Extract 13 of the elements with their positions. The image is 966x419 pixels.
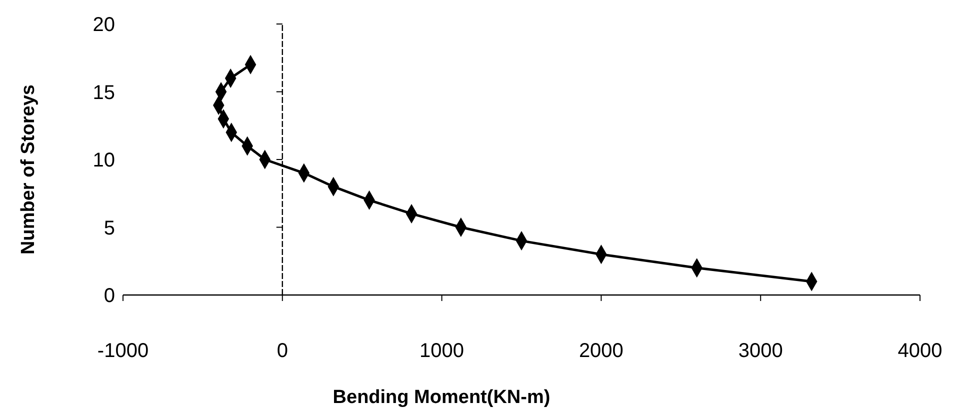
x-tick-label: 0 — [276, 340, 288, 362]
x-tick-label: 4000 — [898, 340, 942, 362]
y-tick-label: 20 — [92, 14, 115, 36]
x-axis-title: Bending Moment(KN-m) — [332, 387, 550, 408]
y-axis-title: Number of Storeys — [18, 84, 39, 254]
x-tick-label: 1000 — [420, 340, 464, 362]
x-tick-label: -1000 — [97, 340, 149, 362]
x-tick-label: 2000 — [578, 340, 624, 362]
y-tick-label: 0 — [104, 285, 115, 307]
y-tick-label: 10 — [92, 150, 115, 172]
y-tick-label: 5 — [104, 217, 115, 240]
x-tick-label: 3000 — [738, 340, 783, 362]
y-tick-label: 15 — [92, 82, 115, 104]
